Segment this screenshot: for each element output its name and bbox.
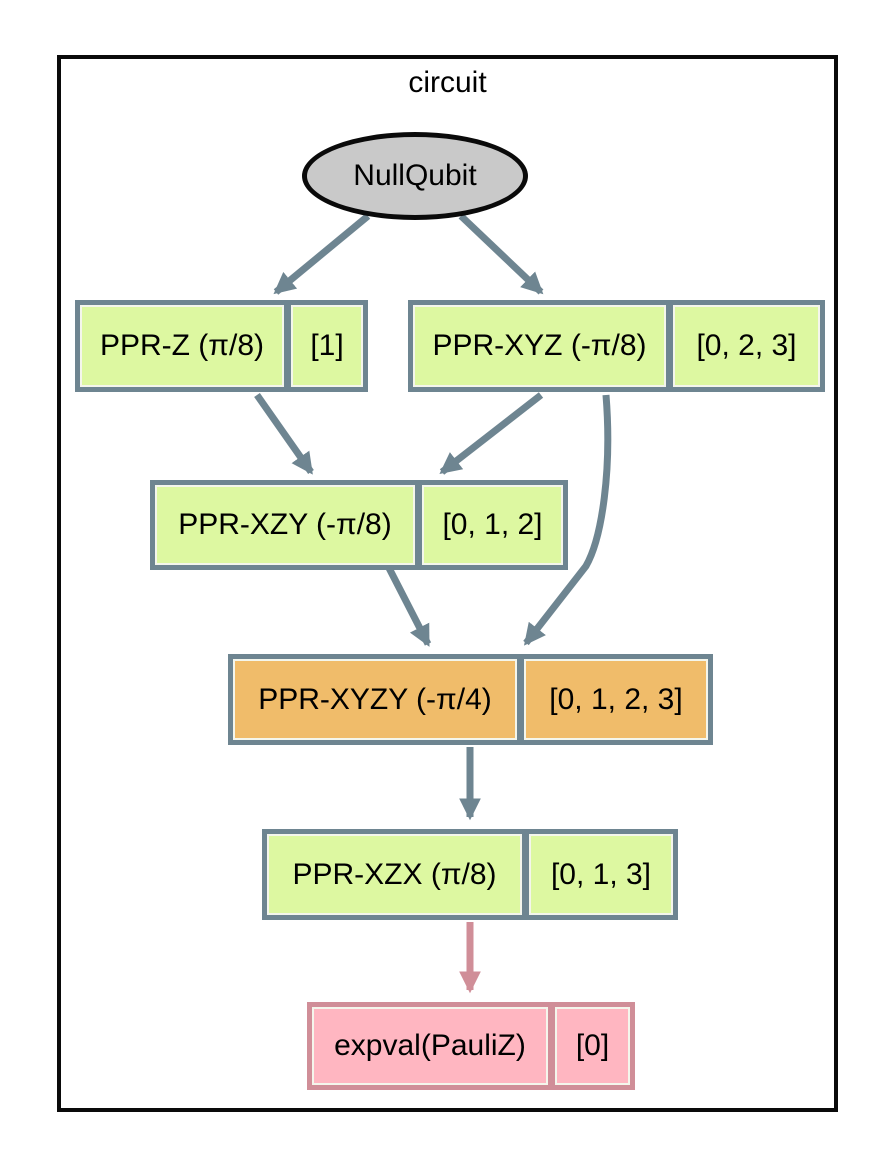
node-expval-wires-cell: [0]: [555, 1007, 630, 1085]
node-ppr-z-wires: [1]: [310, 329, 344, 362]
node-ppr-z-label-cell: PPR-Z (π/8): [80, 305, 284, 387]
node-ppr-xzx-label-cell: PPR-XZX (π/8): [267, 834, 522, 915]
node-ppr-xyz: PPR-XYZ (-π/8) [0, 2, 3]: [408, 300, 825, 392]
node-nullqubit: NullQubit: [302, 132, 528, 220]
node-ppr-xzy-wires-cell: [0, 1, 2]: [422, 485, 563, 565]
node-ppr-xyzy-label-cell: PPR-XYZY (-π/4): [233, 659, 517, 740]
node-ppr-xyz-wires: [0, 2, 3]: [696, 329, 797, 362]
node-ppr-xzx: PPR-XZX (π/8) [0, 1, 3]: [262, 829, 678, 920]
node-ppr-xyzy-wires-cell: [0, 1, 2, 3]: [524, 659, 708, 740]
node-ppr-xzx-wires: [0, 1, 3]: [550, 857, 652, 891]
node-ppr-z-wires-cell: [1]: [291, 305, 363, 387]
node-ppr-z-label: PPR-Z (π/8): [99, 329, 265, 362]
node-ppr-xyz-label-cell: PPR-XYZ (-π/8): [413, 305, 666, 387]
node-expval-wires: [0]: [575, 1029, 610, 1062]
node-ppr-xyz-label: PPR-XYZ (-π/8): [432, 329, 647, 362]
node-ppr-xyzy-label: PPR-XYZY (-π/4): [258, 682, 492, 716]
node-ppr-xzy-label: PPR-XZY (-π/8): [178, 508, 392, 541]
node-ppr-z: PPR-Z (π/8) [1]: [75, 300, 368, 392]
node-ppr-xyz-wires-cell: [0, 2, 3]: [673, 305, 820, 387]
node-nullqubit-label: NullQubit: [353, 159, 477, 192]
graph-title: circuit: [408, 66, 487, 99]
graph-border: [57, 55, 838, 1112]
node-ppr-xzx-wires-cell: [0, 1, 3]: [529, 834, 673, 915]
node-expval-label-cell: expval(PauliZ): [312, 1007, 548, 1085]
node-ppr-xzy: PPR-XZY (-π/8) [0, 1, 2]: [150, 480, 568, 570]
node-ppr-xyzy: PPR-XYZY (-π/4) [0, 1, 2, 3]: [228, 654, 713, 745]
node-expval-label: expval(PauliZ): [334, 1029, 526, 1062]
node-ppr-xyzy-wires: [0, 1, 2, 3]: [549, 682, 683, 716]
node-expval: expval(PauliZ) [0]: [307, 1002, 635, 1090]
node-ppr-xzy-label-cell: PPR-XZY (-π/8): [155, 485, 415, 565]
node-ppr-xzy-wires: [0, 1, 2]: [442, 508, 543, 541]
node-ppr-xzx-label: PPR-XZX (π/8): [292, 857, 497, 891]
